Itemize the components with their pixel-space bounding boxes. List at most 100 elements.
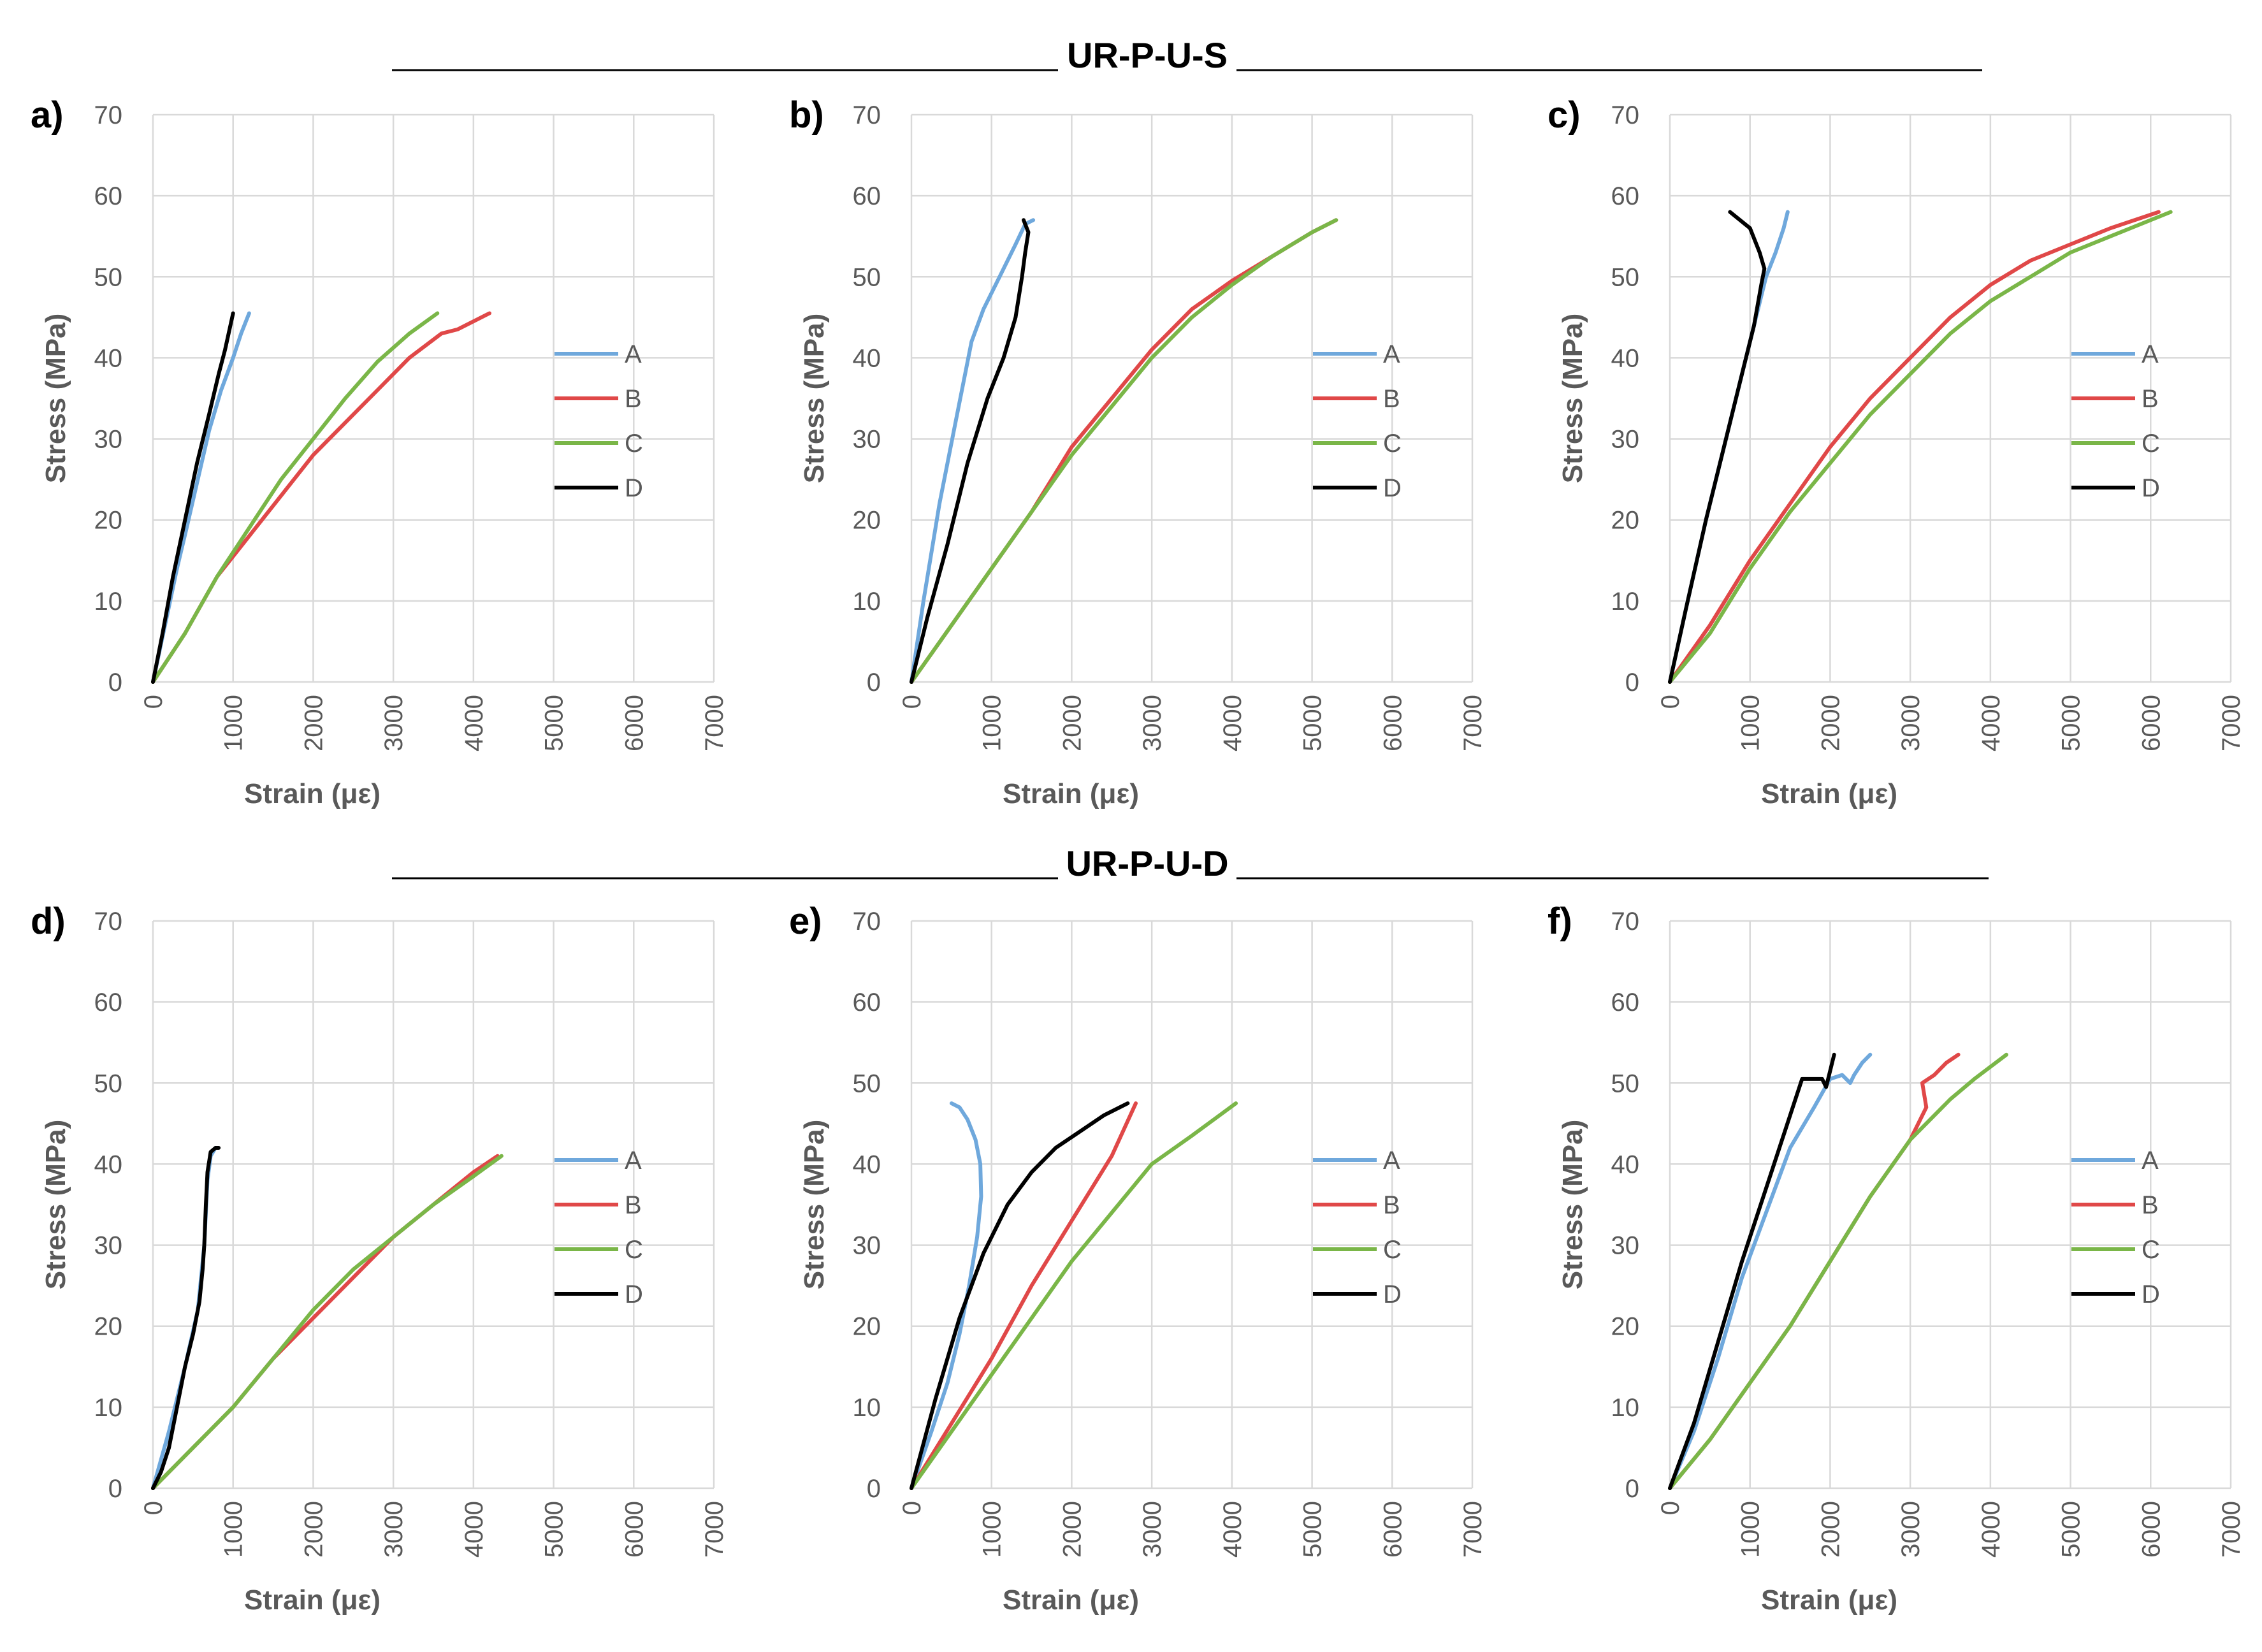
y-tick-label: 20 xyxy=(853,1313,881,1341)
panel-label: e) xyxy=(789,901,822,942)
y-tick-label: 50 xyxy=(853,263,881,291)
y-tick-label: 0 xyxy=(108,669,122,697)
x-tick-label: 4000 xyxy=(1219,695,1247,751)
legend-label-a: A xyxy=(625,1147,642,1175)
y-tick-label: 0 xyxy=(1625,1475,1639,1503)
x-tick-label: 1000 xyxy=(1737,695,1765,751)
y-tick-label: 30 xyxy=(1611,426,1640,454)
legend-label-b: B xyxy=(625,1191,642,1219)
x-tick-label: 3000 xyxy=(1897,695,1925,751)
legend-label-c: C xyxy=(625,1236,643,1264)
y-tick-label: 40 xyxy=(1611,344,1640,372)
x-tick-label: 2000 xyxy=(300,695,328,751)
chart-panel: f) 0 1000 2000 3000 4000 5000 6000 7000 0 10 20 30 40… xyxy=(1548,901,2245,1616)
series-line-d xyxy=(151,1146,221,1490)
x-tick-label: 1000 xyxy=(978,695,1006,751)
y-tick-label: 40 xyxy=(853,1150,881,1178)
series-line-d xyxy=(910,218,1031,684)
x-tick-label: 7000 xyxy=(700,1501,729,1558)
chart-panel: a) 0 1000 2000 3000 4000 5000 6000 7000 0 10 20 30 40… xyxy=(31,94,729,809)
group-header-bottom: UR-P-U-D xyxy=(392,843,1989,883)
x-tick-label: 1000 xyxy=(1737,1501,1765,1558)
y-tick-label: 70 xyxy=(94,101,123,129)
series-line-b xyxy=(1668,1052,1961,1490)
legend-label-b: B xyxy=(1383,1191,1400,1219)
x-tick-label: 0 xyxy=(1657,695,1685,709)
x-tick-label: 2000 xyxy=(300,1501,328,1558)
y-tick-label: 60 xyxy=(1611,182,1640,210)
x-tick-label: 3000 xyxy=(1897,1501,1925,1558)
x-tick-label: 6000 xyxy=(1379,1501,1407,1558)
legend-label-d: D xyxy=(1383,1280,1402,1308)
y-tick-label: 0 xyxy=(108,1475,122,1503)
y-tick-label: 10 xyxy=(853,588,881,616)
series-line-c xyxy=(1668,1052,2008,1490)
y-tick-label: 10 xyxy=(94,1394,123,1422)
y-tick-label: 10 xyxy=(853,1394,881,1422)
x-tick-label: 2000 xyxy=(1816,1501,1845,1558)
panel-label: f) xyxy=(1548,901,1572,942)
legend-label-a: A xyxy=(1383,1147,1400,1175)
y-tick-label: 50 xyxy=(1611,263,1640,291)
y-tick-label: 0 xyxy=(867,1475,881,1503)
legend-label-d: D xyxy=(625,474,643,502)
legend-label-c: C xyxy=(2142,1236,2160,1264)
y-tick-label: 10 xyxy=(1611,588,1640,616)
y-tick-label: 30 xyxy=(94,426,123,454)
x-tick-label: 5000 xyxy=(540,1501,569,1558)
x-tick-label: 6000 xyxy=(2137,695,2165,751)
series-line-b xyxy=(910,218,1338,684)
legend-label-b: B xyxy=(625,385,642,413)
x-axis-title: Strain (με) xyxy=(1761,1584,1897,1616)
y-tick-label: 70 xyxy=(1611,101,1640,129)
group-header-top: UR-P-U-S xyxy=(392,35,1982,75)
y-axis-title: Stress (MPa) xyxy=(1557,1120,1588,1290)
x-tick-label: 4000 xyxy=(1977,695,2005,751)
y-tick-label: 60 xyxy=(94,989,123,1017)
x-axis-title: Strain (με) xyxy=(244,778,381,809)
y-tick-label: 40 xyxy=(94,1150,123,1178)
series-line-c xyxy=(910,218,1338,684)
y-tick-label: 30 xyxy=(1611,1232,1640,1260)
y-tick-label: 70 xyxy=(94,908,123,936)
y-axis-title: Stress (MPa) xyxy=(1557,314,1588,484)
y-tick-label: 50 xyxy=(1611,1069,1640,1098)
y-tick-label: 60 xyxy=(853,989,881,1017)
legend-label-a: A xyxy=(2142,340,2159,368)
y-tick-label: 60 xyxy=(94,182,123,210)
x-tick-label: 1000 xyxy=(220,695,248,751)
series-line-c xyxy=(910,1101,1238,1490)
y-tick-label: 0 xyxy=(867,669,881,697)
x-tick-label: 6000 xyxy=(2137,1501,2165,1558)
x-tick-label: 3000 xyxy=(1138,1501,1166,1558)
legend-label-d: D xyxy=(625,1280,643,1308)
series-line-b xyxy=(1668,210,2161,684)
x-tick-label: 2000 xyxy=(1058,695,1086,751)
x-tick-label: 4000 xyxy=(1219,1501,1247,1558)
legend-label-d: D xyxy=(2142,1280,2160,1308)
y-tick-label: 30 xyxy=(853,1232,881,1260)
x-axis-title: Strain (με) xyxy=(1003,778,1139,809)
legend-label-a: A xyxy=(1383,340,1400,368)
x-tick-label: 3000 xyxy=(1138,695,1166,751)
x-tick-label: 7000 xyxy=(700,695,729,751)
panel-label: d) xyxy=(31,901,66,942)
panel-label: a) xyxy=(31,94,64,136)
y-tick-label: 50 xyxy=(94,263,123,291)
series-line-a xyxy=(910,218,1036,684)
y-tick-label: 40 xyxy=(1611,1150,1640,1178)
y-tick-label: 0 xyxy=(1625,669,1639,697)
legend-label-c: C xyxy=(1383,1236,1402,1264)
group-title-bottom: UR-P-U-D xyxy=(1066,843,1228,883)
legend-label-d: D xyxy=(2142,474,2160,502)
legend-label-a: A xyxy=(2142,1147,2159,1175)
series-line-d xyxy=(1668,1052,1836,1490)
series-line-d xyxy=(151,311,235,684)
y-axis-title: Stress (MPa) xyxy=(799,1120,830,1290)
chart-panel: d) 0 1000 2000 3000 4000 5000 6000 7000 0 10 20 30 40… xyxy=(31,901,729,1616)
